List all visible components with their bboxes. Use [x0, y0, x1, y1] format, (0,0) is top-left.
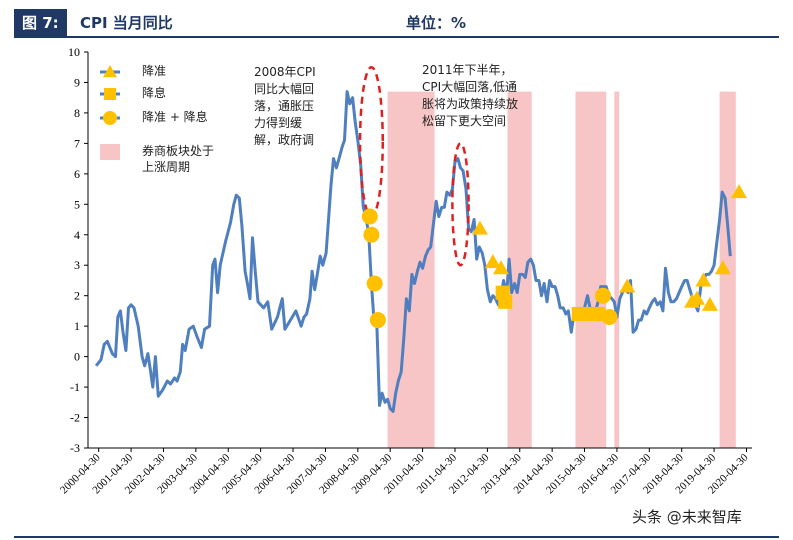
legend-label: 降准 + 降息 [142, 110, 208, 124]
marker-both-cut [363, 226, 380, 243]
chart-title: CPI 当月同比 [80, 14, 173, 32]
marker-rate-cut [498, 294, 513, 309]
legend-square-icon [104, 88, 116, 100]
marker-rrr-cut [484, 254, 501, 269]
figure-number: 图 7: [14, 9, 67, 36]
marker-both-cut [595, 287, 612, 304]
marker-rrr-cut [695, 272, 712, 287]
marker-both-cut [366, 275, 383, 292]
marker-rate-cut [571, 306, 586, 321]
legend-triangle-icon [103, 65, 117, 78]
marker-rrr-cut [731, 184, 748, 199]
cpi-chart: -3-2-10123456789102000-04-302001-04-3020… [58, 45, 752, 496]
legend-shade-icon [100, 144, 120, 160]
y-tick-label: 10 [68, 45, 80, 59]
y-tick-label: -2 [70, 411, 80, 425]
marker-rrr-cut [688, 290, 705, 305]
y-tick-label: 4 [74, 228, 80, 242]
shaded-period-3 [614, 91, 620, 448]
marker-both-cut [361, 208, 378, 225]
y-tick-label: 2 [74, 289, 80, 303]
y-tick-label: -1 [70, 380, 80, 394]
footer-rule [14, 536, 779, 538]
watermark: 头条 @未来智库 [628, 504, 746, 529]
marker-rrr-cut [714, 260, 731, 275]
marker-both-cut [601, 309, 618, 326]
y-tick-label: 0 [74, 350, 80, 364]
marker-rrr-cut [619, 278, 636, 293]
legend-circle-icon [103, 111, 117, 125]
highlight-ellipse-0 [358, 65, 385, 218]
y-tick-label: 6 [74, 167, 80, 181]
marker-rrr-cut [471, 220, 488, 235]
figure-header: 图 7: CPI 当月同比 单位：% [14, 8, 779, 38]
annotation-2008: 2008年CPI 同比大幅回 落，通胀压 力得到缓 解，政府调 [254, 65, 316, 147]
series-line-0 [94, 90, 732, 413]
marker-rrr-cut [492, 260, 509, 275]
y-tick-label: 7 [74, 136, 80, 150]
marker-both-cut [369, 312, 386, 329]
y-tick-label: 1 [74, 319, 80, 333]
y-tick-label: -3 [70, 441, 80, 455]
highlight-ellipse-1 [451, 142, 470, 267]
shaded-period-2 [575, 91, 607, 448]
marker-rrr-cut [701, 296, 718, 311]
legend-label: 降准 [142, 64, 167, 78]
y-tick-label: 8 [74, 106, 80, 120]
legend-label: 降息 [142, 86, 167, 100]
legend-label: 券商板块处于 上涨周期 [142, 144, 215, 174]
y-tick-label: 3 [74, 258, 80, 272]
y-tick-label: 9 [74, 75, 80, 89]
unit-label: 单位：% [406, 14, 467, 32]
y-tick-label: 5 [74, 197, 80, 211]
annotation-2011: 2011年下半年， CPI大幅回落,低通 胀将为政策持续放 松留下更大空间 [422, 63, 519, 128]
